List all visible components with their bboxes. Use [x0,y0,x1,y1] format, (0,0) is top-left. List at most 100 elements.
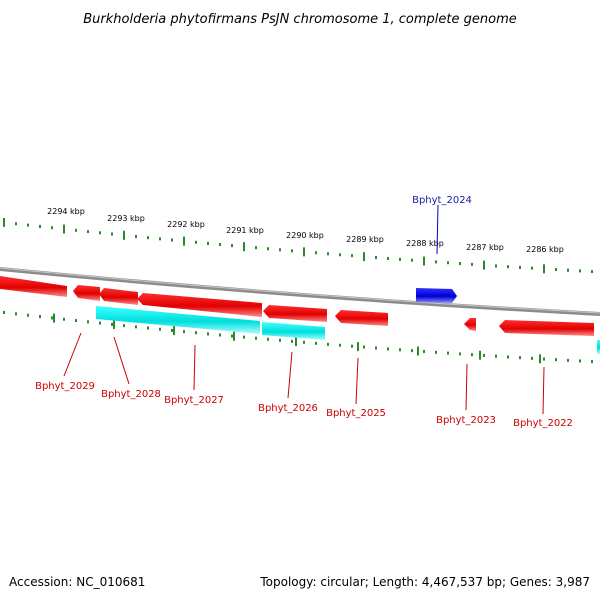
scale-tick-label: 2292 kbp [167,220,205,229]
gene-label[interactable]: Bphyt_2027 [164,395,224,406]
major-tick [183,236,185,246]
minor-tick [87,320,89,324]
minor-tick [447,351,449,355]
major-tick [357,342,359,352]
minor-tick [279,248,281,252]
minor-tick [327,342,329,346]
minor-tick [255,336,257,340]
minor-tick [147,236,149,240]
minor-tick [267,337,269,341]
map-title: Burkholderia phytofirmans PsJN chromosom… [83,12,517,27]
gene-label[interactable]: Bphyt_2026 [258,403,318,414]
minor-tick [195,331,197,335]
gene-label[interactable]: Bphyt_2023 [436,415,496,426]
minor-tick [171,328,173,332]
genome-backbone [0,267,600,316]
major-tick [113,320,115,330]
gene-label[interactable]: Bphyt_2022 [513,418,573,429]
minor-tick [507,355,509,359]
major-tick [295,337,297,347]
minor-tick [375,256,377,260]
minor-tick [15,312,17,316]
minor-tick [159,237,161,241]
minor-tick [207,332,209,336]
minor-tick [555,268,557,272]
scale-tick-labels: 2294 kbp 2293 kbp 2292 kbp 2291 kbp 2290… [47,207,564,254]
gene-label[interactable]: Bphyt_2029 [35,381,95,392]
gene-bphyt-2028-b[interactable] [99,288,138,305]
minor-tick [519,356,521,360]
minor-tick [519,265,521,269]
minor-tick [543,357,545,361]
minor-tick [591,270,593,274]
minor-tick [207,241,209,245]
minor-tick [291,339,293,343]
minor-tick [315,341,317,345]
gene-bphyt-2023[interactable] [464,318,476,331]
minor-tick [231,334,233,338]
label-connectors [63,204,545,415]
minor-tick [39,315,41,319]
minor-tick [327,252,329,256]
major-tick [479,350,481,360]
minor-tick [39,224,41,228]
minor-tick [315,251,317,255]
minor-tick [459,352,461,356]
minor-tick [555,358,557,362]
gene-label[interactable]: Bphyt_2024 [412,195,472,206]
scale-ruler-outer [3,217,593,274]
gene-cyan-b[interactable] [262,322,325,340]
minor-tick [387,347,389,351]
scale-tick-label: 2294 kbp [47,207,85,216]
minor-tick [15,222,17,226]
minor-tick [531,356,533,360]
minor-tick [51,226,53,230]
gene-labels: Bphyt_2024 Bphyt_2029 Bphyt_2028 Bphyt_2… [35,195,573,429]
minor-tick [135,234,137,238]
minor-tick [111,232,113,236]
minor-tick [363,345,365,349]
gene-bphyt-2027[interactable] [137,293,262,317]
scale-tick-label: 2291 kbp [226,226,264,235]
minor-tick [591,360,593,364]
minor-tick [183,330,185,334]
minor-tick [123,324,125,328]
minor-tick [303,340,305,344]
genome-summary-text: Topology: circular; Length: 4,467,537 bp… [259,575,590,589]
gene-bphyt-2029[interactable] [0,276,67,297]
minor-tick [471,262,473,266]
gene-bphyt-2026[interactable] [263,305,327,322]
minor-tick [435,350,437,354]
minor-tick [423,349,425,353]
minor-tick [471,353,473,357]
gene-cyan-a[interactable] [96,306,260,334]
minor-tick [3,310,5,314]
minor-tick [495,264,497,268]
minor-tick [447,261,449,265]
minor-tick [399,257,401,261]
gene-cyan-edge[interactable] [597,340,600,354]
minor-tick [507,265,509,269]
minor-tick [27,313,29,317]
minor-tick [279,338,281,342]
gene-bphyt-2025[interactable] [335,310,388,326]
minor-tick [399,348,401,352]
gene-bphyt-2022[interactable] [499,320,594,336]
scale-tick-label: 2287 kbp [466,243,504,252]
major-tick [363,252,365,262]
gene-label[interactable]: Bphyt_2025 [326,408,386,419]
minor-tick [339,253,341,257]
major-tick [417,346,419,356]
major-tick [423,256,425,266]
gene-bphyt-2028-a[interactable] [73,285,100,301]
major-tick [303,247,305,257]
major-tick [539,354,541,364]
minor-tick [159,327,161,331]
minor-tick [387,256,389,260]
minor-tick [339,343,341,347]
minor-tick [195,240,197,244]
minor-tick [27,223,29,227]
gene-bphyt-2024[interactable] [416,288,457,303]
gene-label[interactable]: Bphyt_2028 [101,389,161,400]
minor-tick [411,258,413,262]
